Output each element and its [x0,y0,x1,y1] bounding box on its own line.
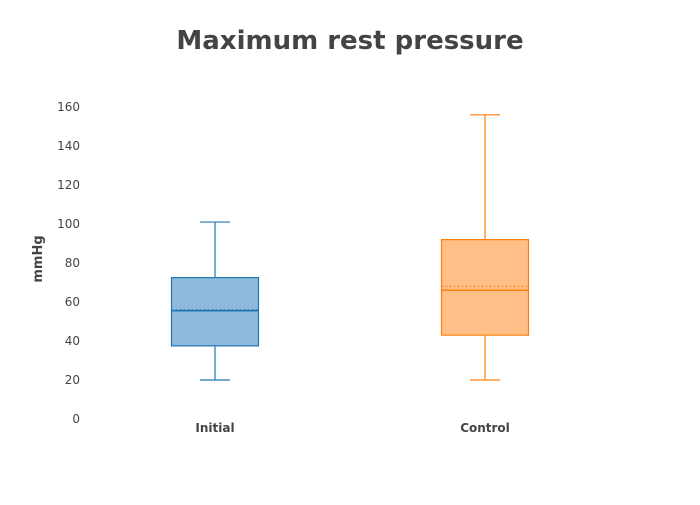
x-category-label: Control [460,421,510,435]
y-tick-label: 100 [57,217,80,231]
y-tick-label: 60 [65,295,80,309]
box-series [170,114,530,381]
y-axis-ticks: 0 20 40 60 80 100 120 140 160 [57,100,80,426]
y-tick-label: 140 [57,139,80,153]
y-tick-label: 80 [65,256,80,270]
box-iqr [440,239,530,336]
y-tick-label: 20 [65,373,80,387]
box-control [440,114,530,381]
box-iqr [170,277,260,347]
y-tick-label: 120 [57,178,80,192]
x-category-label: Initial [195,421,234,435]
box-initial [170,221,260,381]
y-tick-label: 40 [65,334,80,348]
y-tick-label: 0 [72,412,80,426]
y-axis-title: mmHg [31,235,46,282]
y-tick-label: 160 [57,100,80,114]
x-axis-categories: Initial Control [195,421,509,435]
chart-title: Maximum rest pressure [176,26,523,56]
